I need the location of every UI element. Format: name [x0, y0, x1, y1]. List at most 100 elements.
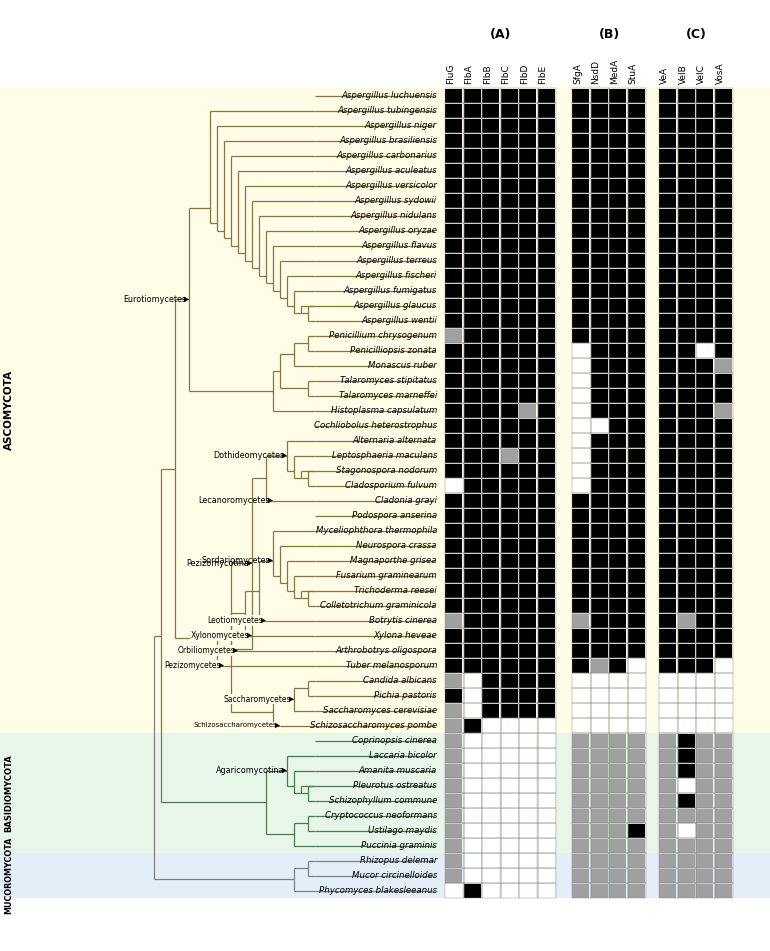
Text: (B): (B)	[598, 28, 620, 41]
Bar	[464, 388, 482, 403]
Bar	[609, 765, 626, 778]
Bar	[678, 133, 696, 148]
Bar	[572, 583, 591, 598]
Bar	[659, 748, 678, 763]
Bar	[445, 538, 464, 553]
Bar	[572, 869, 589, 883]
Bar	[445, 659, 462, 672]
Bar	[659, 358, 678, 373]
Bar	[482, 148, 500, 163]
Bar	[572, 539, 589, 553]
Bar	[628, 118, 646, 133]
Bar	[715, 719, 732, 732]
Bar	[520, 404, 536, 417]
Bar	[609, 464, 626, 477]
Bar	[609, 283, 628, 298]
Bar	[519, 763, 537, 778]
Bar	[659, 433, 678, 448]
Bar	[659, 884, 676, 898]
Bar	[715, 673, 733, 688]
Bar	[519, 328, 537, 343]
Text: Xylonomycetes: Xylonomycetes	[190, 631, 249, 640]
Bar	[572, 673, 591, 688]
Bar	[519, 103, 537, 118]
Bar	[572, 149, 589, 163]
Bar	[696, 478, 715, 493]
Bar	[482, 749, 499, 763]
Text: Dothideomycetes: Dothideomycetes	[213, 451, 284, 460]
Bar	[628, 688, 646, 703]
Bar	[572, 765, 589, 778]
Bar	[445, 583, 464, 598]
Bar	[609, 313, 628, 328]
Polygon shape	[289, 696, 294, 702]
Bar	[628, 389, 644, 402]
Bar	[715, 749, 732, 763]
Bar	[591, 508, 609, 523]
Bar	[464, 328, 482, 343]
Bar	[464, 105, 480, 118]
Bar	[0, 86, 770, 733]
Bar	[445, 478, 464, 493]
Bar	[591, 613, 609, 628]
Bar	[591, 450, 608, 462]
Bar	[678, 343, 696, 358]
Bar	[501, 585, 517, 597]
Bar	[591, 510, 608, 523]
Bar	[659, 493, 678, 508]
Bar	[628, 643, 646, 658]
Bar	[445, 854, 462, 867]
Bar	[609, 388, 628, 403]
Bar	[445, 448, 464, 463]
Bar	[715, 404, 732, 417]
Bar	[482, 133, 500, 148]
Bar	[520, 705, 536, 718]
Bar	[445, 524, 462, 537]
Bar	[572, 825, 589, 838]
Bar	[628, 224, 644, 238]
Bar	[591, 403, 609, 418]
Bar	[464, 209, 480, 223]
Bar	[659, 375, 676, 388]
Bar	[537, 208, 556, 223]
Bar	[715, 403, 733, 418]
Bar	[678, 238, 696, 253]
Bar	[696, 645, 713, 657]
Bar	[696, 508, 715, 523]
Bar	[501, 719, 517, 732]
Bar	[464, 165, 480, 178]
Bar	[500, 748, 519, 763]
Bar	[591, 120, 608, 132]
Bar	[696, 523, 715, 538]
Bar	[482, 435, 499, 448]
Bar	[715, 630, 732, 643]
Bar	[628, 869, 644, 883]
Bar	[591, 553, 609, 568]
Bar	[537, 238, 556, 253]
Text: FlbC: FlbC	[501, 65, 511, 84]
Bar	[500, 133, 519, 148]
Bar	[678, 269, 695, 282]
Bar	[464, 869, 480, 883]
Bar	[445, 733, 464, 748]
Polygon shape	[184, 297, 189, 302]
Bar	[501, 464, 517, 477]
Bar	[715, 389, 732, 402]
Bar	[715, 688, 733, 703]
Bar	[520, 224, 536, 238]
Bar	[609, 840, 626, 853]
Bar	[501, 89, 517, 103]
Bar	[628, 853, 646, 868]
Bar	[678, 388, 696, 403]
Bar	[696, 133, 715, 148]
Bar	[500, 673, 519, 688]
Bar	[445, 868, 464, 883]
Bar	[609, 358, 628, 373]
Bar	[628, 659, 644, 672]
Bar	[696, 209, 713, 223]
Bar	[501, 419, 517, 433]
Bar	[500, 283, 519, 298]
Bar	[482, 884, 499, 898]
Bar	[715, 463, 733, 478]
Bar	[538, 134, 554, 147]
